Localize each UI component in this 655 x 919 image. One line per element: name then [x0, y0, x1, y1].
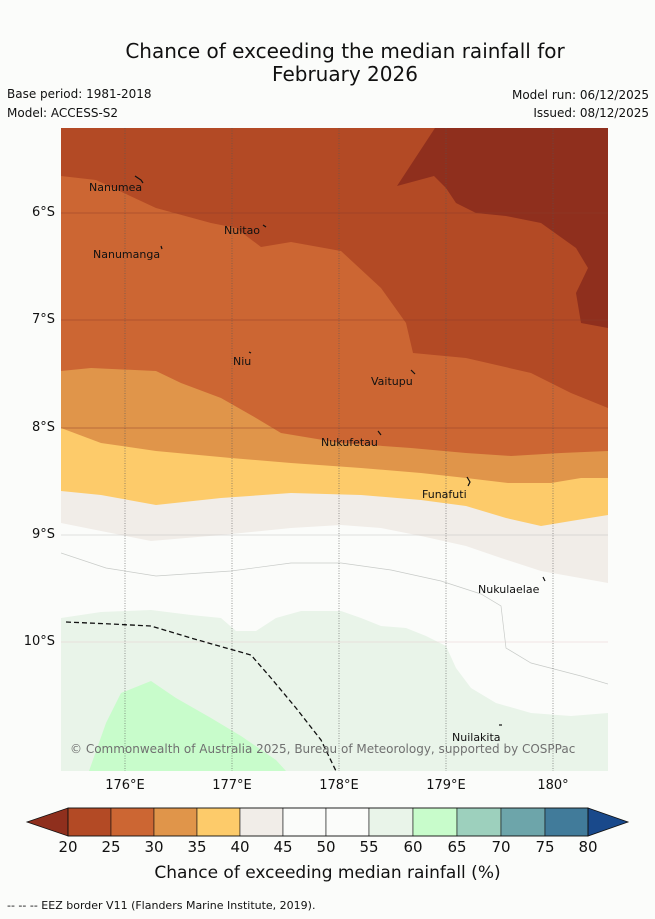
lon-label-179e: 179°E — [426, 778, 466, 793]
colorbar-tick-30: 30 — [144, 838, 164, 856]
colorbar-over-arrow — [587, 807, 630, 837]
longitude-grid — [124, 128, 554, 771]
colorbar-segment-40-45 — [239, 807, 284, 837]
colorbar-segment-60-65 — [412, 807, 458, 837]
colorbar-title: Chance of exceeding median rainfall (%) — [154, 863, 501, 883]
colorbar-tick-20: 20 — [58, 838, 78, 856]
place-nuitao: Nuitao — [224, 224, 261, 237]
map-canvas — [61, 128, 608, 771]
colorbar-tick-75: 75 — [535, 838, 555, 856]
lon-label-180: 180° — [537, 778, 569, 793]
lon-label-178e: 178°E — [319, 778, 359, 793]
lat-label-10s: 10°S — [23, 634, 55, 649]
colorbar-tick-25: 25 — [101, 838, 121, 856]
colorbar-tick-65: 65 — [447, 838, 467, 856]
colorbar-tick-45: 45 — [273, 838, 293, 856]
colorbar-segment-35-40 — [196, 807, 241, 837]
band-15-20 — [397, 128, 608, 328]
model-name: Model: ACCESS-S2 — [7, 106, 119, 120]
colorbar-segment-50-55 — [325, 807, 370, 837]
place-nukufetau: Nukufetau — [321, 436, 378, 449]
colorbar-segment-30-35 — [153, 807, 198, 837]
colorbar-segment-70-75 — [500, 807, 546, 837]
place-vaitupu: Vaitupu — [371, 375, 413, 388]
lat-label-7s: 7°S — [31, 312, 55, 327]
colorbar-segment-65-70 — [456, 807, 502, 837]
lon-label-176e: 176°E — [105, 778, 145, 793]
colorbar-segment-55-60 — [368, 807, 414, 837]
place-funafuti: Funafuti — [422, 488, 467, 501]
base-period: Base period: 1981-2018 — [7, 87, 152, 101]
colorbar-segment-75-80 — [544, 807, 589, 837]
colorbar-segment-20-25 — [67, 807, 112, 837]
title-line1: Chance of exceeding the median rainfall … — [125, 39, 565, 63]
colorbar-tick-40: 40 — [230, 838, 250, 856]
colorbar-tick-35: 35 — [187, 838, 207, 856]
place-nuilakita: Nuilakita — [452, 731, 501, 744]
lat-label-8s: 8°S — [31, 420, 55, 435]
place-nanumea: Nanumea — [89, 181, 143, 194]
eez-footnote: -- -- -- EEZ border V11 (Flanders Marine… — [7, 899, 316, 912]
lon-label-177e: 177°E — [212, 778, 252, 793]
eez-border — [65, 621, 337, 771]
lat-label-6s: 6°S — [31, 205, 55, 220]
colorbar-segment-45-50 — [282, 807, 327, 837]
colorbar-tick-50: 50 — [316, 838, 336, 856]
place-nanumanga: Nanumanga — [93, 248, 161, 261]
island-marks — [134, 175, 546, 726]
title-line2: February 2026 — [272, 62, 418, 86]
band-60-65 — [89, 681, 286, 771]
place-nukulaelae: Nukulaelae — [478, 583, 540, 596]
model-run: Model run: 06/12/2025 — [511, 88, 649, 102]
colorbar-tick-60: 60 — [403, 838, 423, 856]
colorbar-tick-80: 80 — [578, 838, 598, 856]
colorbar — [25, 807, 630, 837]
colorbar-tick-70: 70 — [491, 838, 511, 856]
colorbar-outline — [67, 807, 589, 837]
lat-label-9s: 9°S — [31, 527, 55, 542]
latitude-grid — [61, 212, 608, 643]
colorbar-tick-55: 55 — [359, 838, 379, 856]
map-title: Chance of exceeding the median rainfall … — [0, 40, 655, 86]
issued-date: Issued: 08/12/2025 — [533, 106, 649, 120]
colorbar-under-arrow — [25, 807, 69, 837]
colorbar-segment-25-30 — [110, 807, 155, 837]
rainfall-map — [61, 128, 608, 771]
copyright-notice: © Commonwealth of Australia 2025, Bureau… — [70, 742, 576, 756]
place-niu: Niu — [233, 355, 252, 368]
contour-50 — [61, 552, 608, 685]
